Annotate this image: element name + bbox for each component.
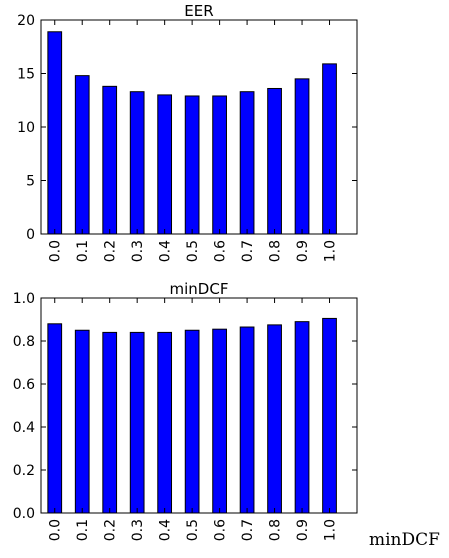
bar xyxy=(212,328,227,514)
bar xyxy=(184,329,200,514)
x-tick-label: 0.4 xyxy=(158,519,174,541)
chart-1: 0 5 10 15 20 0.0 0.1 0.2 0.3 0.4 0.5 0.6 0.7 0.8 0.9 1.… xyxy=(17,2,358,262)
bar xyxy=(212,95,227,235)
x-tick-label: 0.1 xyxy=(75,519,91,541)
y-tick-label: 0.2 xyxy=(13,463,35,479)
bar xyxy=(267,324,282,514)
bar xyxy=(294,321,310,514)
bar xyxy=(157,331,173,514)
x-tick-label: 0.0 xyxy=(48,240,64,262)
y-tick-label: 0.8 xyxy=(13,334,35,350)
y-tick-label: 5 xyxy=(26,174,35,190)
bar xyxy=(102,331,118,514)
x-tick-label: 0.5 xyxy=(185,519,201,541)
x-tick-label: 0.0 xyxy=(48,519,64,541)
x-tick-label: 0.3 xyxy=(130,519,146,541)
bar xyxy=(129,91,145,235)
x-tick-label: 0.5 xyxy=(185,240,201,262)
y-tick-label: 15 xyxy=(17,67,35,83)
y-tick-label: 0.0 xyxy=(13,506,35,522)
y-tick-label: 10 xyxy=(17,120,35,136)
y-tick-label: 20 xyxy=(17,13,35,29)
bar xyxy=(322,317,337,514)
x-tick-label: 0.3 xyxy=(130,240,146,262)
x-tick-label: 0.7 xyxy=(240,240,256,262)
bar xyxy=(239,91,255,235)
figure-caption: minDCF xyxy=(369,530,440,550)
bar xyxy=(47,31,63,235)
y-tick-label: 0 xyxy=(26,227,35,243)
plot-frame xyxy=(40,297,358,514)
y-tick-label: 1.0 xyxy=(13,291,35,307)
bar xyxy=(267,87,282,235)
y-tick-label: 0.4 xyxy=(13,420,35,436)
bar xyxy=(294,78,310,235)
chart-title: minDCF xyxy=(170,280,229,298)
chart-title: EER xyxy=(184,2,213,20)
bar xyxy=(102,85,118,235)
bar xyxy=(47,323,63,514)
x-tick-label: 0.2 xyxy=(103,240,119,262)
x-tick-label: 1.0 xyxy=(323,519,339,541)
x-tick-label: 0.4 xyxy=(158,240,174,262)
y-tick-label: 0.6 xyxy=(13,377,35,393)
x-tick-label: 0.6 xyxy=(213,519,229,541)
bar xyxy=(322,63,337,235)
x-tick-label: 0.8 xyxy=(268,519,284,541)
x-tick-label: 0.9 xyxy=(295,519,311,541)
bar xyxy=(129,331,145,514)
chart-2: 0.0 0.2 0.4 0.6 0.8 1.0 0.0 0.1 0.2 0.3 0.4 0.5 0.6 0… xyxy=(13,280,358,541)
bar xyxy=(239,326,255,514)
x-tick-label: 0.9 xyxy=(295,240,311,262)
x-tick-label: 0.2 xyxy=(103,519,119,541)
x-tick-label: 0.7 xyxy=(240,519,256,541)
bar xyxy=(184,95,200,235)
x-tick-label: 0.1 xyxy=(75,240,91,262)
bar xyxy=(74,329,90,514)
x-tick-label: 1.0 xyxy=(323,240,339,262)
bar xyxy=(157,94,173,235)
x-tick-label: 0.8 xyxy=(268,240,284,262)
x-tick-label: 0.6 xyxy=(213,240,229,262)
bar xyxy=(74,75,90,235)
